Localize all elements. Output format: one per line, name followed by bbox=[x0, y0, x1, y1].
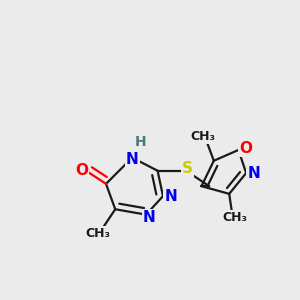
Text: N: N bbox=[164, 189, 177, 204]
Text: CH₃: CH₃ bbox=[190, 130, 215, 143]
Text: N: N bbox=[126, 152, 139, 167]
Text: N: N bbox=[248, 166, 260, 181]
Text: CH₃: CH₃ bbox=[86, 226, 111, 240]
Text: H: H bbox=[135, 135, 146, 149]
Text: S: S bbox=[182, 161, 193, 176]
Text: CH₃: CH₃ bbox=[223, 211, 248, 224]
Text: O: O bbox=[75, 163, 88, 178]
Text: O: O bbox=[240, 141, 253, 156]
Text: N: N bbox=[143, 210, 155, 225]
